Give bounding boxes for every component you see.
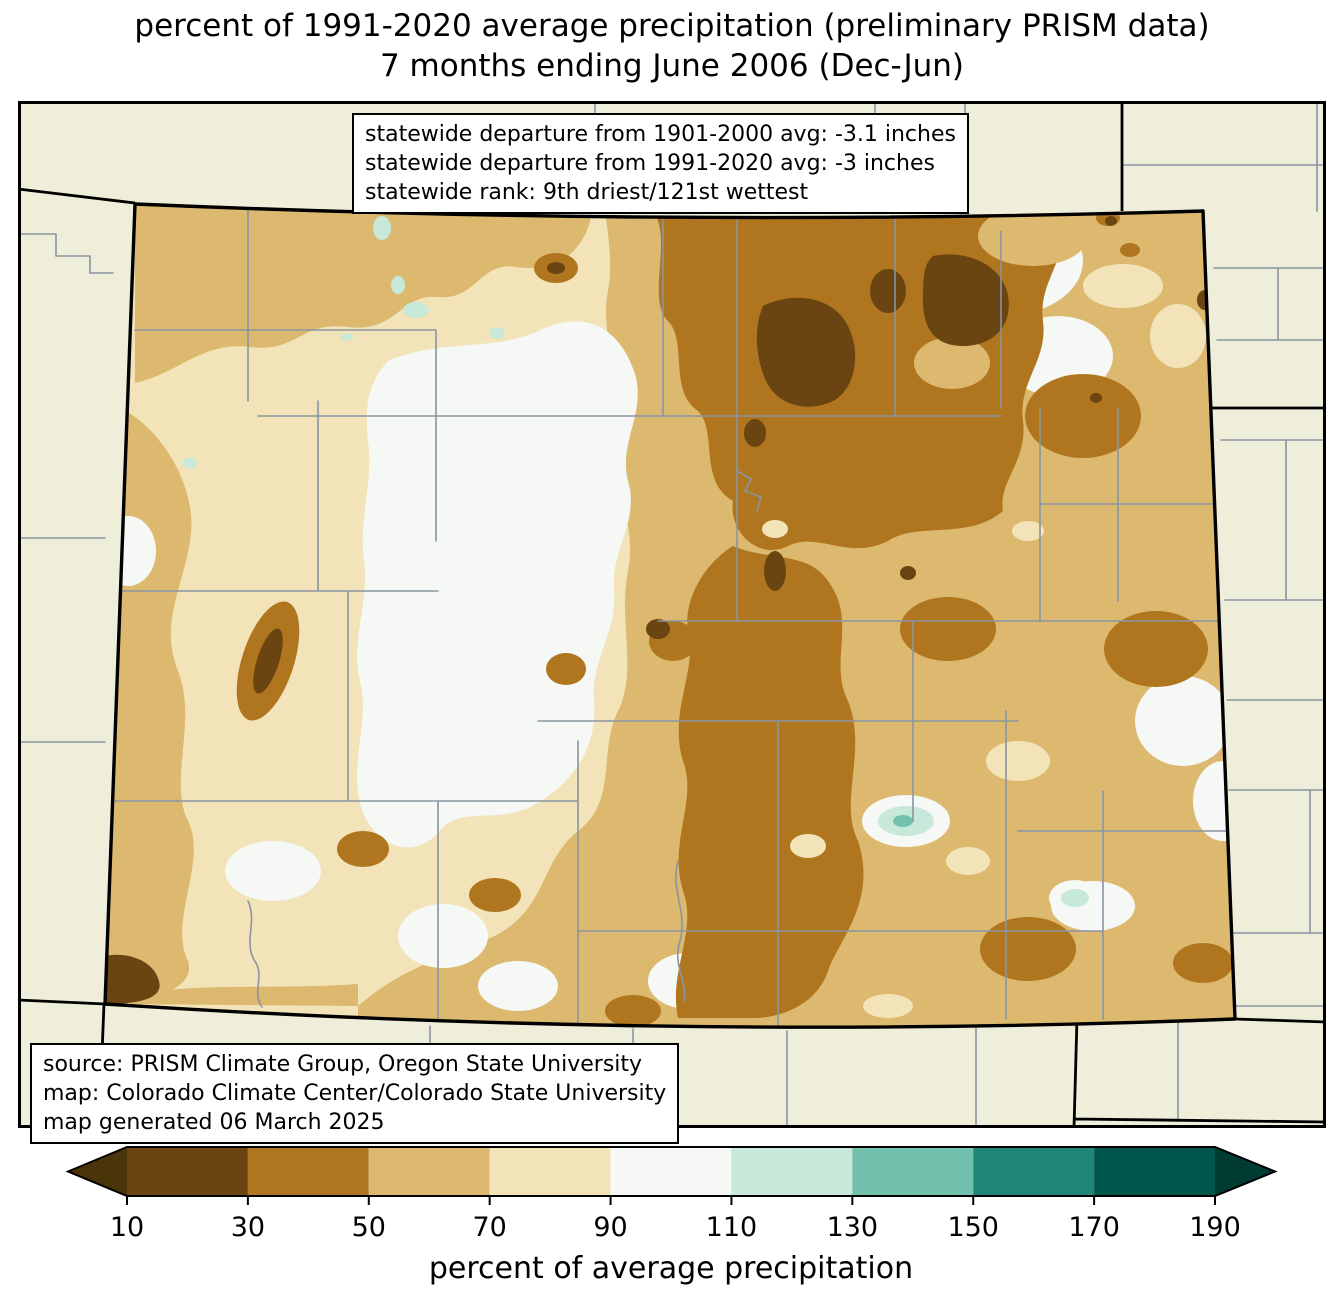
colorbar-ticks xyxy=(126,1196,1216,1205)
colorbar-segment xyxy=(368,1147,490,1196)
colorbar-segment xyxy=(247,1147,369,1196)
colorbar-segment xyxy=(852,1147,974,1196)
colorbar-segment xyxy=(731,1147,853,1196)
colorbar-over-arrow xyxy=(1215,1147,1275,1196)
tick-label-150: 150 xyxy=(947,1212,999,1243)
map-title: percent of 1991-2020 average precipitati… xyxy=(0,6,1344,86)
stats-line-1991-2020: statewide departure from 1991-2020 avg: … xyxy=(365,151,935,176)
map-credit-line: map: Colorado Climate Center/Colorado St… xyxy=(43,1081,667,1106)
statewide-stats-box: statewide departure from 1901-2000 avg: … xyxy=(352,113,969,214)
tick-label-90: 90 xyxy=(593,1212,627,1243)
tick-label-30: 30 xyxy=(231,1212,265,1243)
colorbar-segment xyxy=(1094,1147,1216,1196)
colorbar-tick-labels: 10 30 50 70 90 110 130 150 170 190 xyxy=(110,1212,1241,1243)
generated-date-line: map generated 06 March 2025 xyxy=(43,1110,385,1135)
contour-10-30-darkbrown xyxy=(105,216,1213,1004)
tick-label-70: 70 xyxy=(472,1212,506,1243)
precipitation-map-svg xyxy=(18,101,1326,1128)
tick-label-10: 10 xyxy=(110,1212,144,1243)
colorado-county-lines xyxy=(105,204,1235,1028)
colorado-border xyxy=(103,202,1237,1029)
map-canvas xyxy=(18,101,1326,1128)
colorbar-under-arrow xyxy=(68,1147,127,1196)
colorbar-legend: 10 30 50 70 90 110 130 150 170 190 perce… xyxy=(65,1146,1278,1286)
tick-label-190: 190 xyxy=(1189,1212,1241,1243)
contour-inner-bays xyxy=(762,204,1206,1018)
colorbar-axis-label: percent of average precipitation xyxy=(429,1251,913,1286)
colorbar-segment xyxy=(489,1147,611,1196)
tick-label-170: 170 xyxy=(1068,1212,1120,1243)
tick-label-110: 110 xyxy=(706,1212,758,1243)
map-title-line1: percent of 1991-2020 average precipitati… xyxy=(134,8,1210,44)
source-line: source: PRISM Climate Group, Oregon Stat… xyxy=(43,1052,643,1077)
colorbar-segment xyxy=(610,1147,732,1196)
colorbar-segment xyxy=(127,1147,248,1196)
stats-line-1901-2000: statewide departure from 1901-2000 avg: … xyxy=(365,122,956,147)
stats-line-rank: statewide rank: 9th driest/121st wettest xyxy=(365,180,809,205)
colorbar-segments xyxy=(65,1146,1278,1197)
tick-label-50: 50 xyxy=(352,1212,386,1243)
source-credit-box: source: PRISM Climate Group, Oregon Stat… xyxy=(30,1043,680,1144)
colorbar-segment xyxy=(973,1147,1095,1196)
map-title-line2: 7 months ending June 2006 (Dec-Jun) xyxy=(379,48,965,84)
tick-label-130: 130 xyxy=(827,1212,879,1243)
